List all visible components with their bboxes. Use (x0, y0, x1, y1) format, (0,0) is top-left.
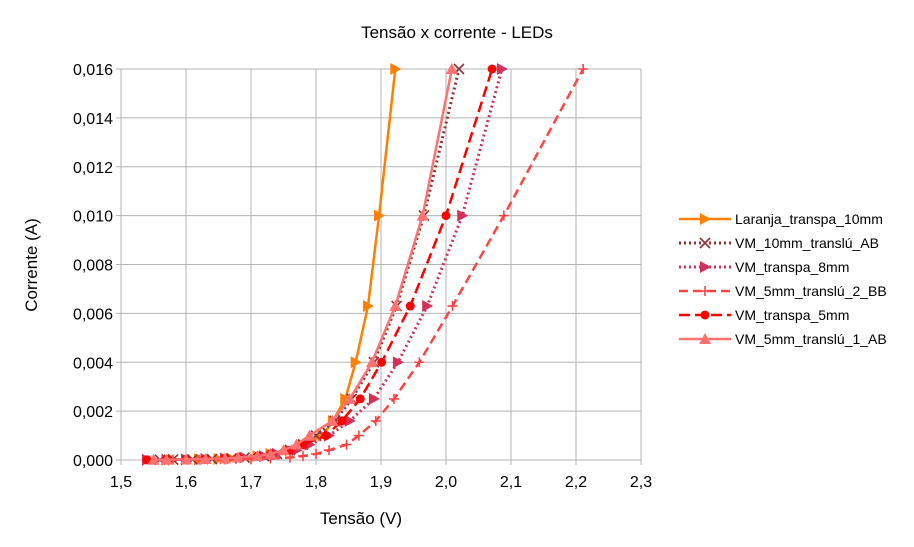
data-point (441, 211, 451, 221)
legend-marker (699, 333, 711, 344)
data-point (147, 453, 160, 465)
data-point (350, 356, 362, 369)
data-point (390, 63, 402, 75)
data-point (445, 63, 458, 74)
grid (116, 68, 642, 465)
legend-label: Laranja_transpa_10mm (735, 211, 883, 227)
data-point (353, 430, 364, 441)
data-point (405, 301, 415, 311)
data-point (303, 429, 316, 441)
data-point (498, 210, 509, 221)
y-tick-label: 0,008 (73, 258, 113, 275)
data-point (370, 415, 381, 426)
y-axis-label: Corrente (A) (22, 218, 41, 312)
legend-item: Laranja_transpa_10mm (679, 211, 883, 227)
x-axis-label: Tensão (V) (320, 509, 402, 528)
data-point (326, 414, 339, 426)
legend-label: VM_transpa_8mm (735, 259, 849, 275)
x-tick-label: 2,2 (565, 474, 587, 491)
data-point (340, 392, 352, 405)
data-point (414, 357, 425, 368)
data-point (368, 392, 380, 405)
series-group (142, 63, 589, 466)
data-point (416, 209, 429, 221)
data-point (447, 301, 458, 312)
x-tick-label: 1,8 (305, 474, 327, 491)
data-point (277, 444, 290, 456)
x-tick-label: 1,6 (175, 474, 197, 491)
data-point (290, 438, 303, 450)
y-tick-label: 0,006 (73, 306, 113, 323)
data-point (343, 392, 356, 404)
data-point (422, 300, 434, 313)
series-5 (147, 63, 458, 465)
y-tick-label: 0,014 (73, 111, 113, 128)
legend-label: VM_5mm_translú_1_AB (735, 331, 887, 347)
legend: Laranja_transpa_10mm VM_10mm_translú_AB VM… (679, 211, 887, 347)
data-point (363, 300, 374, 313)
legend-marker (699, 237, 711, 249)
data-point (324, 445, 334, 456)
y-tick-label: 0,002 (73, 404, 113, 421)
series-3 (168, 64, 589, 465)
data-point (298, 451, 308, 462)
data-point (264, 447, 277, 459)
data-point (392, 356, 404, 369)
data-point (374, 209, 386, 222)
data-point (341, 439, 352, 450)
data-point (487, 64, 497, 74)
legend-marker (700, 286, 710, 296)
legend-label: VM_5mm_translú_2_BB (735, 283, 887, 299)
y-tick-label: 0,004 (73, 355, 113, 372)
data-point (365, 356, 378, 368)
legend-label: VM_10mm_translú_AB (735, 235, 879, 251)
data-point (389, 393, 399, 404)
data-point (219, 452, 231, 464)
legend-item: VM_5mm_translú_2_BB (679, 283, 887, 299)
data-point (377, 357, 387, 367)
y-tick-label: 0,016 (73, 62, 113, 79)
data-point (321, 431, 331, 441)
x-tick-label: 2,1 (500, 474, 522, 491)
data-point (160, 453, 173, 465)
data-point (389, 300, 402, 312)
data-point (311, 448, 321, 459)
x-tick-label: 2,0 (435, 474, 457, 491)
x-tick-label: 1,7 (240, 474, 262, 491)
y-tick-label: 0,010 (73, 209, 113, 226)
x-tick-label: 2,3 (630, 474, 652, 491)
legend-marker (700, 310, 710, 320)
tick-labels: 1,5 1,6 1,7 1,8 1,9 2,0 2,1 2,2 2,3 0,000 0,002 0,0… (73, 62, 652, 491)
data-point (457, 209, 469, 222)
data-point (337, 416, 347, 426)
data-point (180, 453, 192, 465)
data-point (355, 394, 365, 404)
y-tick-label: 0,000 (73, 453, 113, 470)
data-point (199, 453, 212, 465)
chart-title: Tensão x corrente - LEDs (361, 23, 553, 42)
legend-marker (700, 213, 711, 225)
data-point (251, 450, 264, 462)
legend-item: VM_transpa_8mm (679, 259, 849, 275)
data-point (232, 451, 244, 463)
legend-item: VM_transpa_5mm (679, 307, 849, 323)
legend-item: VM_5mm_translú_1_AB (679, 331, 887, 347)
legend-item: VM_10mm_translú_AB (679, 235, 879, 251)
y-tick-label: 0,012 (73, 160, 113, 177)
x-tick-label: 1,5 (110, 474, 132, 491)
legend-marker (700, 261, 711, 273)
data-point (344, 414, 356, 427)
data-point (578, 64, 589, 74)
data-point (496, 63, 508, 75)
x-tick-label: 1,9 (370, 474, 392, 491)
legend-label: VM_transpa_5mm (735, 307, 849, 323)
